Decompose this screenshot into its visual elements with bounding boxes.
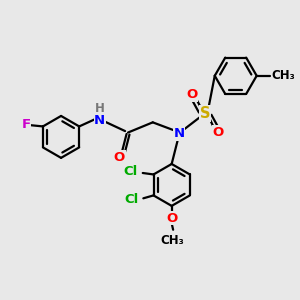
Text: O: O	[213, 126, 224, 139]
Text: F: F	[22, 118, 31, 131]
Text: Cl: Cl	[124, 193, 138, 206]
Text: N: N	[173, 128, 184, 140]
Text: H: H	[95, 102, 105, 115]
Text: O: O	[186, 88, 198, 101]
Text: CH₃: CH₃	[160, 233, 184, 247]
Text: CH₃: CH₃	[271, 69, 295, 82]
Text: N: N	[94, 114, 105, 128]
Text: Cl: Cl	[123, 165, 137, 178]
Text: O: O	[114, 151, 125, 164]
Text: O: O	[166, 212, 177, 225]
Text: S: S	[200, 106, 210, 121]
